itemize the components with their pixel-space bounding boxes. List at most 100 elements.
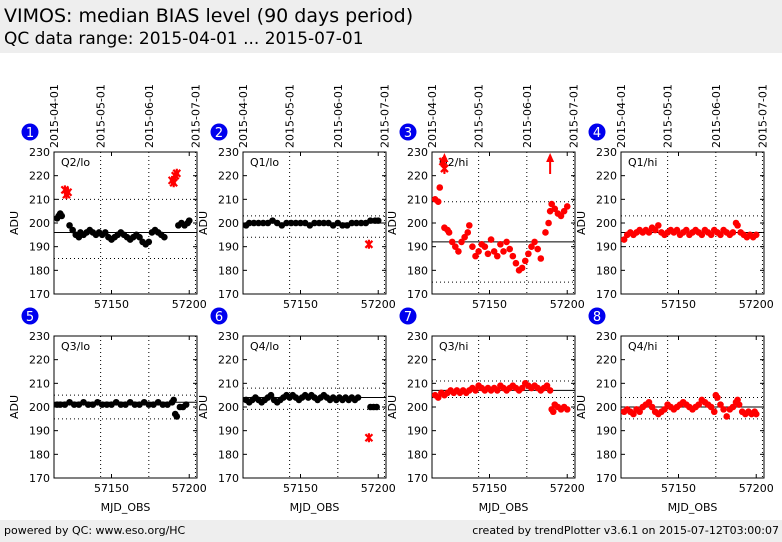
data-point [145,401,153,408]
y-tick-label: 180 [596,264,617,277]
plot-panel-5: 170 180 190 200 210 220 230 57150 57200 ADU MJD_OB… [8,307,207,514]
outlier-point [364,433,374,443]
data-point [648,403,656,411]
data-point [481,243,489,250]
data-point [136,233,143,241]
data-point [521,257,529,265]
y-tick-label: 200 [407,217,428,230]
data-point [69,226,76,234]
y-tick-label: 220 [596,170,617,183]
x-tick-label: 57150 [472,482,507,495]
x-tick-label: 57150 [94,482,129,495]
y-tick-label: 200 [218,217,239,230]
data-point [287,219,295,227]
data-point [560,207,568,215]
y-tick-label: 220 [218,170,239,183]
data-point [542,229,549,236]
data-point [101,229,109,236]
date-tick-label: 2015-04-01 [426,84,439,148]
y-axis-label: ADU [8,395,21,419]
data-point [717,231,724,239]
data-point [714,394,721,401]
plot-panel-6: 170 180 190 200 210 220 230 57150 57200 ADU MJD_OB… [197,307,396,514]
date-tick-label: 2015-05-01 [284,84,297,148]
data-point [484,250,492,258]
y-tick-label: 180 [407,448,428,461]
data-point [518,264,526,272]
y-tick-label: 230 [407,330,428,343]
plot-frame [620,151,765,295]
data-point [469,243,476,250]
data-point [729,229,737,236]
panel-number-badge [588,307,606,325]
data-point [145,238,153,246]
data-point [98,401,106,408]
data-point [367,217,374,224]
y-tick-label: 230 [407,146,428,159]
panel-number-badge [399,123,417,141]
outlier-point [172,168,182,178]
data-point [734,222,741,229]
data-point [472,387,479,394]
data-point [695,401,703,408]
y-tick-label: 200 [29,217,50,230]
y-axis-label: ADU [197,395,210,419]
date-tick-label: 2015-04-01 [615,84,628,148]
data-point [645,229,653,236]
data-point [548,200,555,208]
data-point [267,391,275,399]
data-points [432,153,571,274]
panel-number: 3 [404,126,412,141]
panel-number: 4 [593,126,601,141]
data-point [729,403,737,411]
data-point [173,413,181,420]
y-axis-label: ADU [575,395,588,419]
data-point [259,219,267,227]
data-point [357,219,365,227]
data-point [557,212,565,220]
data-point [472,252,479,260]
data-point [543,382,551,390]
data-point [723,413,730,420]
y-tick-label: 170 [407,288,428,301]
data-point [487,236,495,243]
data-points [54,396,190,420]
data-point [500,248,507,255]
panel-number-badge [210,307,228,325]
y-tick-label: 200 [596,217,617,230]
y-tick-label: 210 [596,193,617,206]
off-scale-arrow [546,153,555,174]
data-point [545,219,552,227]
data-point [475,248,482,255]
panel-label: Q2/lo [61,156,90,169]
y-tick-label: 170 [407,472,428,485]
plot-panel-7: 170 180 190 200 210 220 230 57150 57200 ADU MJD_OB… [386,307,585,514]
data-point [292,219,300,227]
data-point [161,233,168,241]
x-tick-label: 57200 [172,298,207,311]
y-tick-label: 170 [596,472,617,485]
page-title: VIMOS: median BIAS level (90 days period… [4,5,414,27]
x-tick-label: 57150 [661,482,696,495]
data-point [707,403,715,411]
data-point [546,387,554,394]
data-point [563,406,571,413]
data-point [651,226,659,234]
data-point [255,219,262,227]
y-axis-label: ADU [197,211,210,235]
data-point [315,219,323,227]
data-point [525,250,532,258]
data-point [353,219,360,227]
data-point [563,203,571,210]
data-point [311,219,318,227]
data-point [448,238,456,246]
panel-number-badge [588,123,606,141]
y-tick-label: 210 [29,377,50,390]
data-point [464,229,472,236]
date-tick-label: 2015-06-01 [143,84,156,148]
data-point [182,401,190,408]
data-point [66,222,73,229]
data-point [497,241,504,248]
y-tick-label: 170 [29,288,50,301]
data-point [70,401,78,408]
